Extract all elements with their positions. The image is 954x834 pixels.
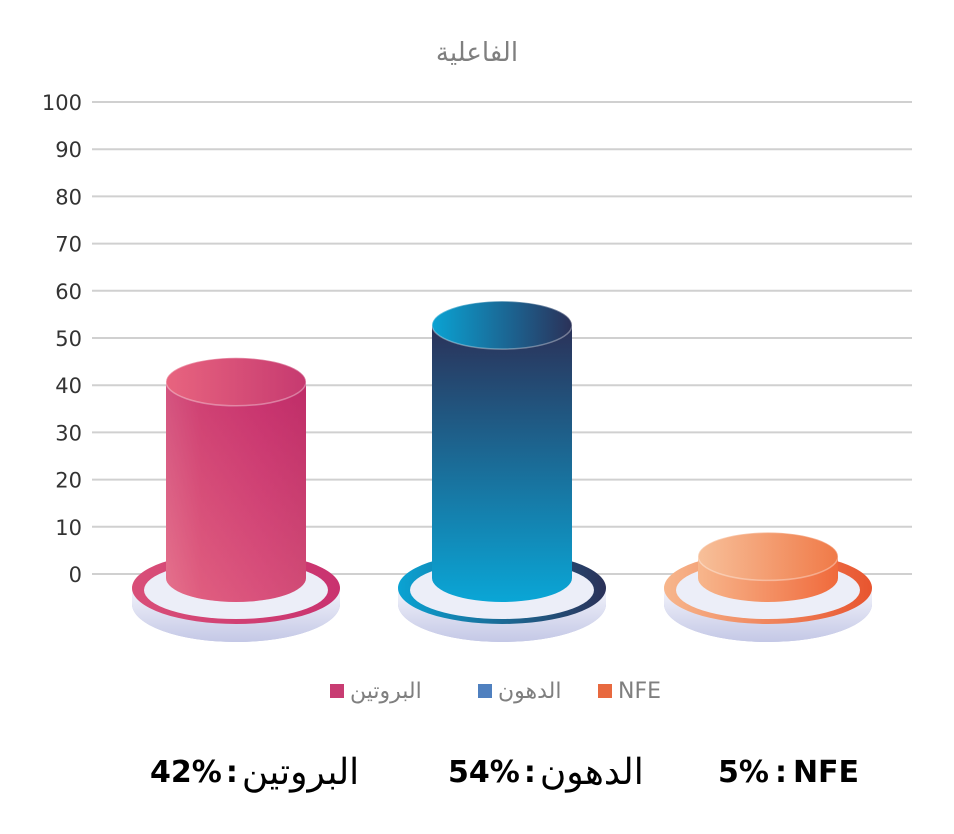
summary-nfe-sep: : (774, 754, 787, 790)
legend-item-nfe: NFE (598, 674, 661, 708)
legend-label-fat: الدهون (498, 678, 562, 704)
bar-shade (166, 381, 306, 602)
summary-protein-label: البروتين (241, 751, 360, 793)
plot-area: 0 10 20 30 40 50 60 70 80 90 100 (42, 91, 912, 642)
summary-fat-label: الدهون (539, 751, 644, 793)
legend-label-protein: البروتين (350, 678, 422, 704)
y-axis-ticks: 0 10 20 30 40 50 60 70 80 90 100 (42, 91, 82, 587)
legend-swatch-protein (330, 684, 344, 698)
legend-item-protein: البروتين (330, 674, 422, 708)
legend-item-fat: الدهون (478, 674, 562, 708)
y-tick-label: 40 (55, 374, 82, 398)
y-tick-label: 0 (69, 563, 82, 587)
bar-fat (398, 300, 606, 642)
legend-swatch-fat (478, 684, 492, 698)
summary-nfe: 5% : NFE (718, 742, 859, 802)
y-tick-label: 30 (55, 421, 82, 445)
summary-fat-value: 54% (448, 754, 520, 790)
legend: البروتين الدهون NFE (0, 674, 954, 708)
bar-nfe (664, 531, 872, 642)
summary-nfe-label: NFE (792, 754, 860, 790)
y-tick-label: 70 (55, 233, 82, 257)
chart-title: الفاعلية (435, 38, 519, 68)
summary-fat: 54% : الدهون (448, 742, 644, 802)
y-tick-label: 90 (55, 138, 82, 162)
y-tick-label: 60 (55, 280, 82, 304)
bars-layer (132, 300, 872, 642)
summary-protein-sep: : (225, 754, 238, 790)
legend-label-nfe: NFE (618, 678, 662, 704)
summary-fat-sep: : (523, 754, 536, 790)
bar-body (432, 325, 572, 602)
y-tick-label: 80 (55, 185, 82, 209)
y-tick-label: 10 (55, 516, 82, 540)
y-tick-label: 100 (42, 91, 82, 115)
y-tick-label: 50 (55, 327, 82, 351)
summary-protein-value: 42% (150, 754, 222, 790)
summary-nfe-value: 5% (718, 754, 769, 790)
bar-top (697, 531, 839, 582)
bar-top (431, 300, 573, 350)
summary-protein: 42% : البروتين (150, 742, 359, 802)
legend-swatch-nfe (598, 684, 612, 698)
bar-top (165, 357, 307, 407)
bar-protein (132, 357, 340, 642)
y-tick-label: 20 (55, 469, 82, 493)
